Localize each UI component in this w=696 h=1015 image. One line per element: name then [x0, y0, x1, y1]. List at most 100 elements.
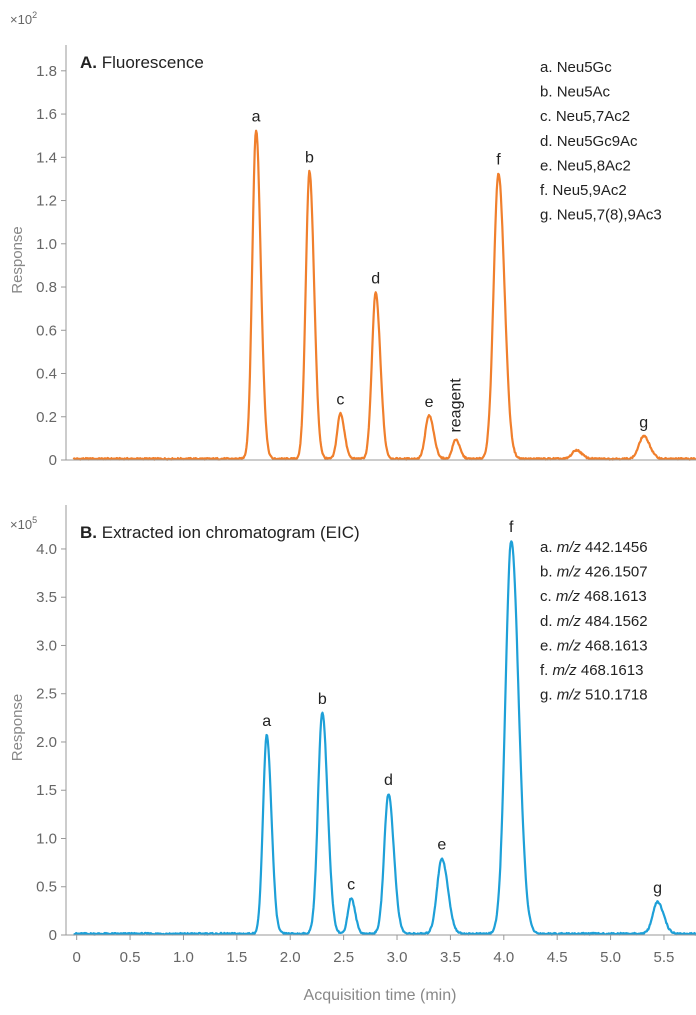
x-tick-label: 5.0 — [600, 949, 621, 966]
legend-entry: d. Neu5Gc9Ac — [540, 133, 638, 150]
x-tick-label: 1.5 — [226, 949, 247, 966]
x-tick-label: 1.0 — [173, 949, 194, 966]
legend-entry: c. Neu5,7Ac2 — [540, 108, 630, 125]
y-tick-label: 1.8 — [36, 63, 57, 80]
legend-entry: g. m/z 510.1718 — [540, 687, 648, 704]
legend-text: 468.1613 — [585, 637, 648, 654]
y-tick-label: 0.5 — [36, 879, 57, 896]
x-tick-label: 5.5 — [654, 949, 675, 966]
y-tick-label: 0 — [49, 452, 57, 469]
y-tick-label: 0.2 — [36, 409, 57, 426]
legend-letter: f. — [540, 662, 553, 679]
peak-label: a — [252, 108, 261, 125]
legend-letter: g. — [540, 687, 557, 704]
legend-text: 484.1562 — [585, 613, 648, 630]
peak-label: b — [318, 691, 327, 708]
legend-entry: g. Neu5,7(8),9Ac3 — [540, 207, 662, 224]
panel-b: ×105 0 0.5 1.0 1.5 2.0 2.5 3.0 3.5 4.0 Response B. … — [9, 505, 696, 944]
legend-entry: d. m/z 484.1562 — [540, 613, 648, 630]
legend-mz: m/z — [557, 687, 585, 704]
x-tick-label: 0.5 — [120, 949, 141, 966]
x-tick-label: 0 — [73, 949, 81, 966]
peak-label: f — [496, 152, 501, 169]
legend-letter: c. — [540, 588, 556, 605]
y-tick-label: 1.5 — [36, 782, 57, 799]
y-multiplier-label: ×105 — [10, 515, 37, 532]
x-tick-label: 3.5 — [440, 949, 461, 966]
y-tick-label: 0.4 — [36, 366, 57, 383]
y-multiplier-exponent: 2 — [32, 10, 37, 20]
legend-text: Neu5,7(8),9Ac3 — [557, 207, 662, 224]
legend-entry: b. m/z 426.1507 — [540, 564, 648, 581]
y-tick-label: 0.8 — [36, 279, 57, 296]
legend-mz: m/z — [553, 662, 581, 679]
y-tick-label: 1.2 — [36, 193, 57, 210]
panel-title-prefix: A. — [80, 53, 102, 72]
legend-mz: m/z — [557, 564, 585, 581]
legend-text: 468.1613 — [584, 588, 647, 605]
peak-label: g — [653, 880, 662, 897]
legend-letter: a. — [540, 539, 557, 556]
legend-letter: d. — [540, 613, 557, 630]
y-tick-label: 3.0 — [36, 637, 57, 654]
y-multiplier-exponent: 5 — [32, 515, 37, 525]
x-tick-label: 2.0 — [280, 949, 301, 966]
legend-letter: b. — [540, 564, 557, 581]
series-line — [72, 129, 696, 461]
series-line — [73, 540, 696, 936]
peak-label: d — [384, 772, 393, 789]
legend-text: 442.1456 — [585, 539, 648, 556]
y-tick-label: 2.5 — [36, 686, 57, 703]
legend-entry: a. Neu5Gc — [540, 59, 612, 76]
y-tick-label: 4.0 — [36, 541, 57, 558]
legend-mz: m/z — [557, 539, 585, 556]
legend-letter: c. — [540, 108, 556, 125]
panel-title: B. Extracted ion chromatogram (EIC) — [80, 523, 360, 542]
y-axis-label: Response — [9, 694, 26, 762]
legend-entry: f. m/z 468.1613 — [540, 662, 643, 679]
panel-title-text: Extracted ion chromatogram (EIC) — [102, 523, 360, 542]
peak-label: c — [347, 876, 355, 893]
x-tick-label: 3.0 — [387, 949, 408, 966]
legend-entry: f. Neu5,9Ac2 — [540, 182, 627, 199]
legend-letter: a. — [540, 59, 557, 76]
y-tick-label: 0 — [49, 927, 57, 944]
legend-text: Neu5Gc — [557, 59, 613, 76]
legend-text: Neu5Ac — [557, 84, 611, 101]
panel-title-prefix: B. — [80, 523, 102, 542]
y-tick-label: 0.6 — [36, 322, 57, 339]
y-tick-label: 2.0 — [36, 734, 57, 751]
peak-label: reagent — [448, 378, 465, 433]
legend-letter: d. — [540, 133, 557, 150]
panel-a: ×102 0 0.2 0.4 0.6 0.8 1.0 1.2 1.4 1.6 1.8 Response… — [9, 10, 696, 469]
legend-text: 468.1613 — [581, 662, 644, 679]
legend-entry: c. m/z 468.1613 — [540, 588, 647, 605]
legend-text: 426.1507 — [585, 564, 648, 581]
legend-letter: e. — [540, 637, 557, 654]
legend-mz: m/z — [557, 637, 585, 654]
legend-entry: e. Neu5,8Ac2 — [540, 157, 631, 174]
y-tick-label: 3.5 — [36, 589, 57, 606]
peak-label: b — [305, 149, 314, 166]
legend-mz: m/z — [557, 613, 585, 630]
x-axis-label: Acquisition time (min) — [304, 987, 457, 1004]
legend-entry: b. Neu5Ac — [540, 84, 611, 101]
legend-text: 510.1718 — [585, 687, 648, 704]
peak-label: e — [425, 394, 434, 411]
peak-label: e — [437, 837, 446, 854]
legend-text: Neu5,8Ac2 — [557, 157, 631, 174]
legend-text: Neu5,7Ac2 — [556, 108, 630, 125]
panel-title-text: Fluorescence — [102, 53, 204, 72]
peak-label: f — [509, 519, 514, 536]
x-tick-label: 4.5 — [547, 949, 568, 966]
legend-entry: e. m/z 468.1613 — [540, 637, 648, 654]
peak-label: d — [371, 271, 380, 288]
legend-entry: a. m/z 442.1456 — [540, 539, 648, 556]
peak-label: g — [639, 414, 648, 431]
x-tick-label: 4.0 — [493, 949, 514, 966]
y-tick-label: 1.0 — [36, 236, 57, 253]
panel-title: A. Fluorescence — [80, 53, 204, 72]
y-tick-label: 1.0 — [36, 830, 57, 847]
legend-letter: b. — [540, 84, 557, 101]
